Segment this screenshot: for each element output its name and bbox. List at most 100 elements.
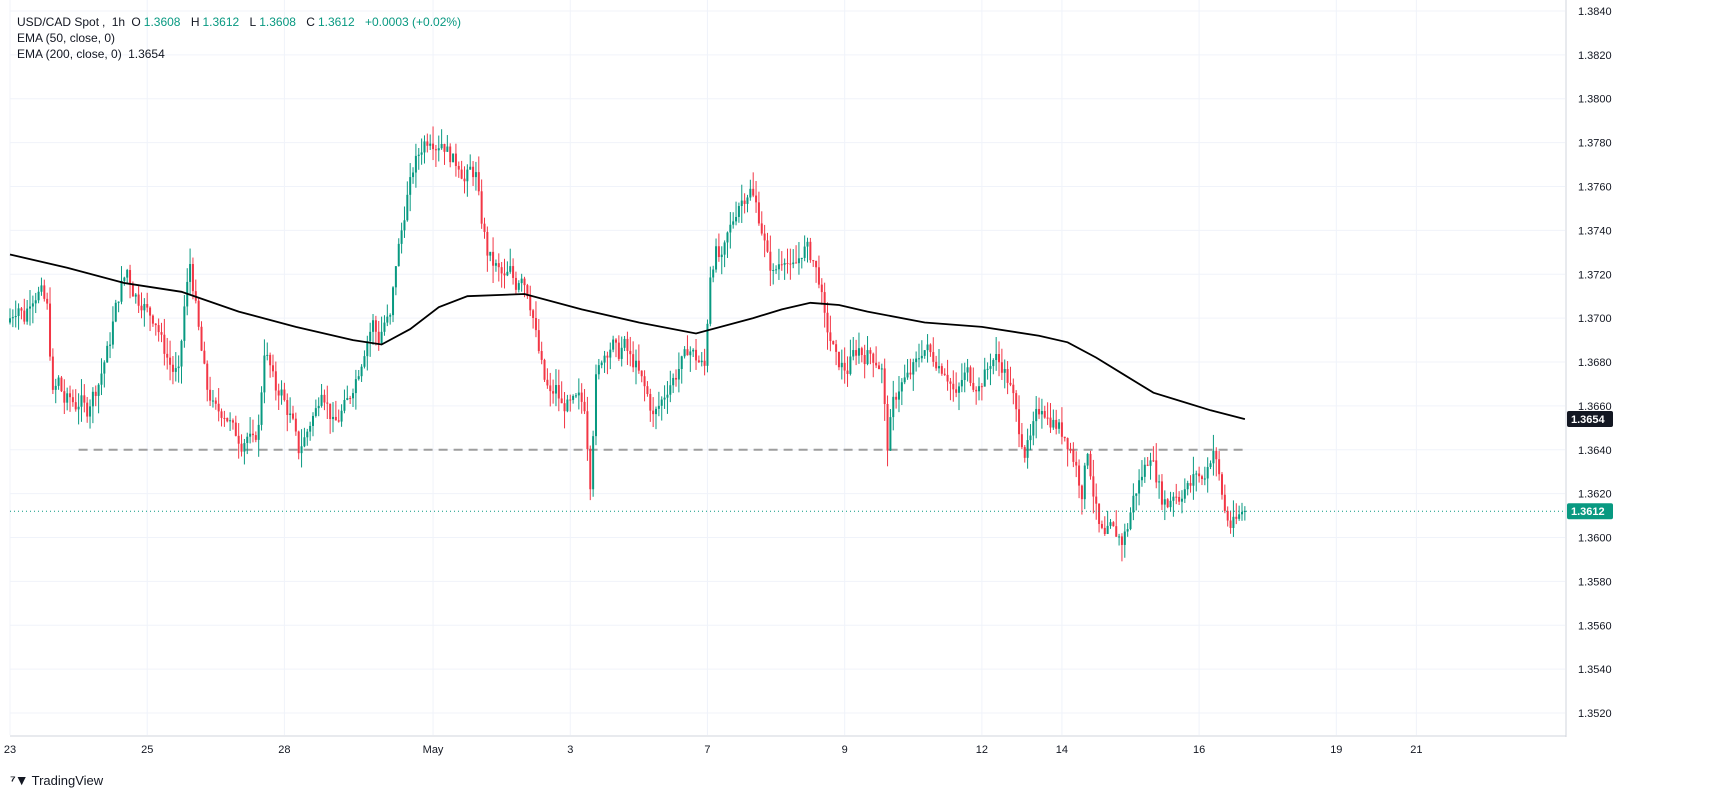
candle-body bbox=[749, 188, 752, 198]
candle-body bbox=[200, 326, 203, 351]
candle-body bbox=[972, 382, 975, 390]
candle-body bbox=[655, 408, 658, 415]
candle-body bbox=[309, 425, 312, 432]
candle-body bbox=[254, 435, 257, 440]
candle-body bbox=[323, 394, 326, 403]
candle-body bbox=[409, 177, 412, 195]
candle-body bbox=[666, 394, 669, 398]
candle-body bbox=[226, 417, 229, 422]
candle-body bbox=[517, 283, 520, 290]
candle-body bbox=[695, 349, 698, 361]
candle-body bbox=[929, 344, 932, 353]
candle-body bbox=[726, 232, 729, 243]
candle-body bbox=[1075, 461, 1078, 466]
candle-body bbox=[77, 406, 80, 410]
candle-body bbox=[329, 403, 332, 420]
candle-body bbox=[1186, 483, 1189, 490]
candle-body bbox=[869, 350, 872, 354]
candle-body bbox=[1069, 449, 1072, 451]
candle-body bbox=[314, 408, 317, 416]
candle-body bbox=[663, 397, 666, 400]
price-tick-label: 1.3640 bbox=[1578, 445, 1612, 457]
candle-body bbox=[589, 449, 592, 490]
candle-body bbox=[169, 357, 172, 365]
candle-body bbox=[177, 366, 180, 369]
candle-body bbox=[509, 266, 512, 272]
candle-body bbox=[180, 340, 183, 367]
candle-body bbox=[906, 372, 909, 378]
candle-body bbox=[769, 251, 772, 271]
candle-body bbox=[11, 317, 14, 319]
candle-body bbox=[117, 301, 120, 303]
candle-body bbox=[992, 360, 995, 367]
candle-body bbox=[923, 350, 926, 356]
candle-body bbox=[332, 416, 335, 420]
candle-body bbox=[586, 411, 589, 450]
candle-body bbox=[311, 415, 314, 426]
candle-body bbox=[63, 391, 66, 403]
candle-body bbox=[660, 399, 663, 406]
time-tick-label: 21 bbox=[1410, 744, 1422, 756]
candle-body bbox=[1169, 500, 1172, 508]
candle-body bbox=[514, 277, 517, 290]
candle-body bbox=[900, 382, 903, 392]
candle-body bbox=[334, 416, 337, 421]
time-tick-label: 9 bbox=[842, 744, 848, 756]
candle-body bbox=[1049, 417, 1052, 428]
candle-body bbox=[449, 146, 452, 163]
candle-body bbox=[1083, 465, 1086, 500]
candle-body bbox=[477, 172, 480, 192]
candle-body bbox=[257, 424, 260, 440]
candle-body bbox=[1103, 527, 1106, 534]
time-tick-label: 28 bbox=[278, 744, 290, 756]
candle-body bbox=[1100, 524, 1103, 528]
candle-body bbox=[197, 300, 200, 327]
candle-body bbox=[100, 373, 103, 385]
interval[interactable]: 1h bbox=[111, 15, 126, 29]
candle-body bbox=[483, 223, 486, 232]
candle-body bbox=[895, 396, 898, 400]
candle-body bbox=[280, 389, 283, 396]
candle-body bbox=[1038, 408, 1041, 415]
candle-body bbox=[683, 349, 686, 357]
candle-body bbox=[846, 370, 849, 374]
tradingview-logo[interactable]: ⁷▼ TradingView bbox=[10, 772, 103, 788]
candle-body bbox=[1023, 447, 1026, 458]
candle-body bbox=[837, 351, 840, 368]
candle-body bbox=[377, 331, 380, 344]
symbol-name[interactable]: USD/CAD Spot bbox=[17, 15, 100, 29]
candle-body bbox=[1000, 362, 1003, 373]
candle-body bbox=[317, 405, 320, 409]
candle-body bbox=[1149, 460, 1152, 466]
candle-body bbox=[1032, 421, 1035, 436]
candle-body bbox=[131, 284, 134, 297]
candle-body bbox=[940, 366, 943, 374]
candle-body bbox=[775, 269, 778, 271]
candle-body bbox=[1058, 422, 1061, 429]
legend-ema50-row[interactable]: EMA (50, close, 0) bbox=[17, 30, 468, 46]
candle-body bbox=[460, 169, 463, 179]
candle-body bbox=[151, 315, 154, 324]
legend-ema200-row[interactable]: EMA (200, close, 0) 1.3654 bbox=[17, 46, 468, 62]
price-tick-label: 1.3800 bbox=[1578, 94, 1612, 106]
candle-body bbox=[689, 351, 692, 356]
change-value: +0.0003 (+0.02%) bbox=[364, 15, 462, 29]
close-label: C bbox=[306, 15, 315, 29]
candle-body bbox=[237, 435, 240, 444]
candle-body bbox=[274, 371, 277, 391]
candle-body bbox=[154, 323, 157, 326]
candle-body bbox=[772, 269, 775, 271]
price-tick-label: 1.3620 bbox=[1578, 489, 1612, 501]
candle-body bbox=[217, 403, 220, 412]
candle-body bbox=[832, 341, 835, 345]
candle-body bbox=[600, 362, 603, 366]
candle-body bbox=[703, 360, 706, 366]
candle-body bbox=[8, 318, 12, 323]
candle-body bbox=[709, 277, 712, 324]
candle-body bbox=[291, 413, 294, 419]
candle-body bbox=[872, 353, 875, 363]
candle-body bbox=[534, 317, 537, 331]
candle-body bbox=[740, 200, 743, 207]
time-tick-label: 23 bbox=[4, 744, 16, 756]
